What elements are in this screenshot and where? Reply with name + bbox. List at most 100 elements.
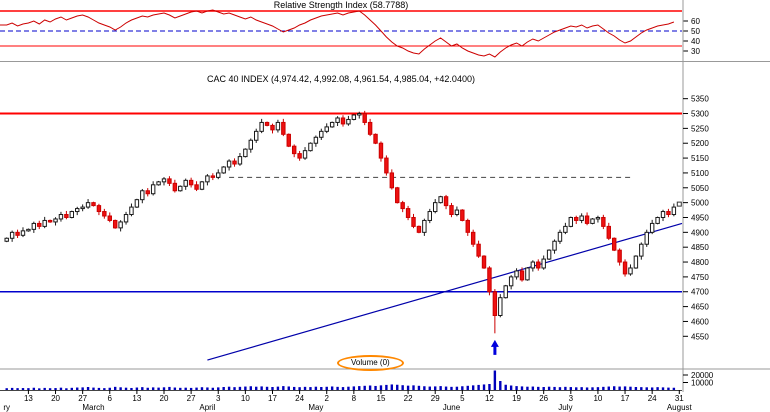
date-label: 10 xyxy=(593,394,602,403)
rsi-axis-label: 60 xyxy=(691,17,700,26)
candle xyxy=(134,199,140,208)
candle xyxy=(639,243,644,257)
rsi-axis-label: 50 xyxy=(691,27,700,36)
volume-bar xyxy=(596,387,600,390)
volume-bar xyxy=(200,387,204,390)
candle xyxy=(367,121,373,135)
price-axis-label: 4850 xyxy=(691,243,709,252)
candle xyxy=(91,202,96,207)
volume-bar xyxy=(667,387,670,390)
candle xyxy=(389,172,395,189)
candle xyxy=(291,145,297,155)
candle xyxy=(595,216,601,220)
candle xyxy=(26,228,31,232)
date-label: 5 xyxy=(460,394,465,403)
candle xyxy=(405,208,411,218)
candle xyxy=(655,216,660,224)
volume-bar xyxy=(499,381,502,390)
candle xyxy=(633,255,639,269)
volume-bar xyxy=(396,384,399,390)
candle xyxy=(47,219,53,223)
month-label: ry xyxy=(3,403,10,412)
candle xyxy=(161,178,167,183)
volume-bar xyxy=(634,387,638,390)
month-label: August xyxy=(667,403,693,412)
volume-bar xyxy=(428,386,431,390)
date-label: 15 xyxy=(377,394,386,403)
candle xyxy=(552,240,557,251)
volume-bar xyxy=(21,388,25,390)
candle xyxy=(216,172,221,178)
up-arrow xyxy=(490,339,499,355)
volume-bar xyxy=(466,385,469,390)
volume-bar xyxy=(645,387,648,390)
candle xyxy=(129,206,134,216)
candle xyxy=(416,225,422,233)
candle xyxy=(476,243,481,257)
candle xyxy=(302,150,308,159)
month-label: May xyxy=(308,403,323,412)
candle xyxy=(438,196,443,204)
date-label: 2 xyxy=(325,394,330,403)
candle xyxy=(584,215,590,224)
candle xyxy=(579,215,584,221)
price-axis-label: 5150 xyxy=(691,154,709,163)
candle xyxy=(671,206,677,216)
price-axis-label: 4950 xyxy=(691,213,709,222)
candle xyxy=(102,211,107,217)
volume-bar xyxy=(618,386,621,390)
candle xyxy=(308,142,313,152)
date-label: 17 xyxy=(268,394,277,403)
candle xyxy=(297,153,302,159)
date-label: 12 xyxy=(485,394,494,403)
volume-bar xyxy=(195,387,198,390)
volume-bar xyxy=(656,387,659,390)
candle xyxy=(205,175,210,183)
candle xyxy=(172,182,178,192)
volume-bar xyxy=(379,385,383,390)
volume-bar xyxy=(92,387,95,390)
volume-bar xyxy=(368,385,372,390)
volume-bar xyxy=(81,387,84,390)
candle xyxy=(178,185,183,192)
volume-bar xyxy=(585,387,589,390)
volume-bar xyxy=(222,387,225,390)
volume-bar xyxy=(520,386,524,390)
date-label: 27 xyxy=(187,394,196,403)
volume-bar xyxy=(249,386,252,390)
volume-bar xyxy=(423,386,426,390)
date-label: 27 xyxy=(78,394,87,403)
candle xyxy=(188,179,194,186)
candle xyxy=(622,261,628,275)
volume-bar xyxy=(325,386,328,390)
date-label: 20 xyxy=(160,394,169,403)
candle xyxy=(31,222,37,230)
candle xyxy=(465,219,470,233)
candle xyxy=(346,118,351,125)
candle xyxy=(606,225,611,239)
candle xyxy=(85,202,91,208)
month-label: March xyxy=(82,403,104,412)
volume-bar xyxy=(38,388,41,390)
volume-bar xyxy=(244,386,247,390)
date-label: 3 xyxy=(216,394,221,403)
volume-bar xyxy=(168,386,171,390)
candle xyxy=(601,216,606,227)
candle xyxy=(243,148,248,158)
candle xyxy=(492,291,498,317)
volume-bar xyxy=(260,386,263,390)
candle xyxy=(460,209,465,221)
volume-bar xyxy=(162,387,166,390)
volume-bar xyxy=(330,386,334,390)
candle xyxy=(313,136,319,144)
candle xyxy=(400,202,405,210)
volume-bar xyxy=(515,386,518,390)
candle xyxy=(232,160,237,165)
volume-bar xyxy=(54,388,57,390)
candle xyxy=(64,214,69,218)
date-label: 29 xyxy=(431,394,440,403)
volume-bar xyxy=(439,386,442,390)
volume-bar xyxy=(580,387,583,390)
